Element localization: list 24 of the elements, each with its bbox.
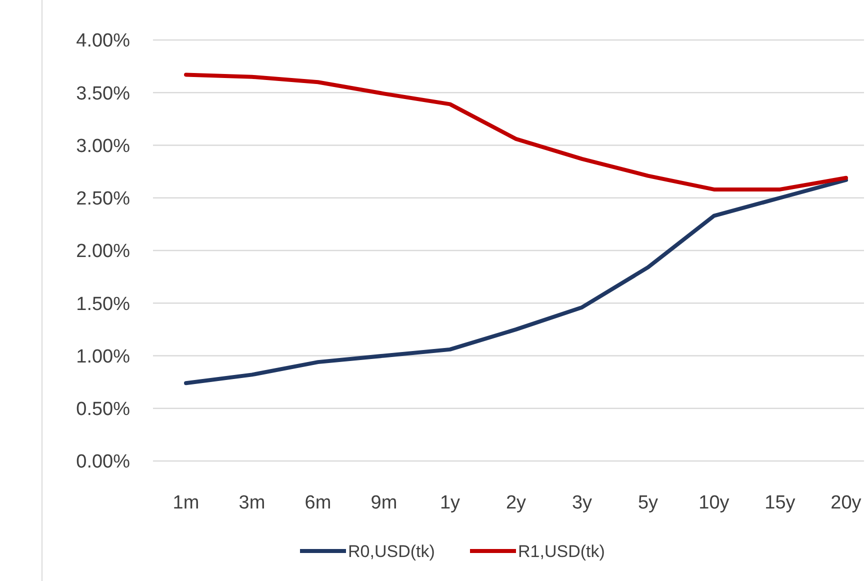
y-tick-label: 2.50%	[76, 188, 130, 210]
y-tick-label: 0.50%	[76, 399, 130, 420]
x-tick-label: 5y	[638, 492, 659, 514]
y-tick-label: 1.00%	[76, 346, 130, 368]
line-series	[184, 72, 848, 192]
x-tick-label: 20y	[830, 492, 862, 514]
line-series	[184, 178, 848, 386]
x-tick-label: 3y	[572, 492, 593, 514]
x-tick-label: 6m	[304, 492, 332, 514]
x-tick-label: 15y	[764, 492, 796, 514]
y-tick-label: 4.00%	[76, 30, 130, 52]
x-tick-label: 10y	[698, 492, 730, 514]
x-tick-label: 1y	[440, 492, 461, 514]
y-tick-label: 1.50%	[76, 294, 130, 315]
x-tick-label: 3m	[238, 492, 266, 514]
y-tick-label: 3.50%	[76, 83, 130, 104]
x-tick-label: 1m	[172, 492, 200, 514]
y-tick-label: 3.00%	[76, 136, 130, 157]
y-tick-label: 0.00%	[76, 452, 130, 473]
y-tick-label: 2.00%	[76, 241, 130, 262]
x-tick-label: 9m	[370, 492, 398, 514]
legend-label: R1,USD(tk)	[518, 542, 605, 561]
legend-label: R0,USD(tk)	[348, 542, 435, 561]
x-tick-label: 2y	[506, 492, 527, 514]
